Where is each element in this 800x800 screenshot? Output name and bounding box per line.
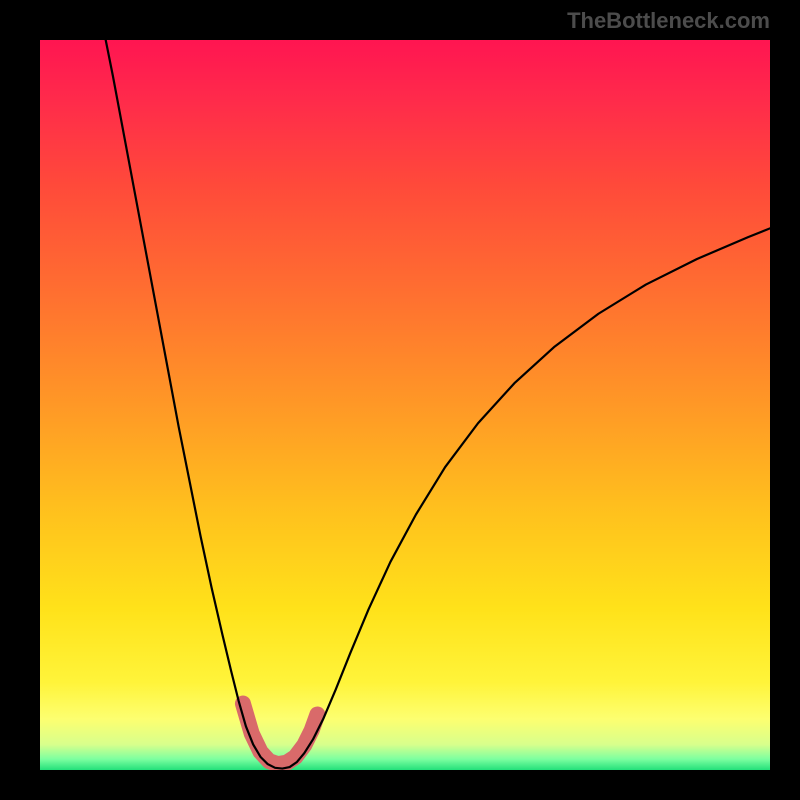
plot-area — [40, 40, 770, 770]
chart-frame: TheBottleneck.com — [0, 0, 800, 800]
curve-layer — [40, 40, 770, 770]
watermark-text: TheBottleneck.com — [567, 8, 770, 34]
bottleneck-highlight — [243, 704, 317, 765]
bottleneck-curve — [106, 40, 770, 769]
